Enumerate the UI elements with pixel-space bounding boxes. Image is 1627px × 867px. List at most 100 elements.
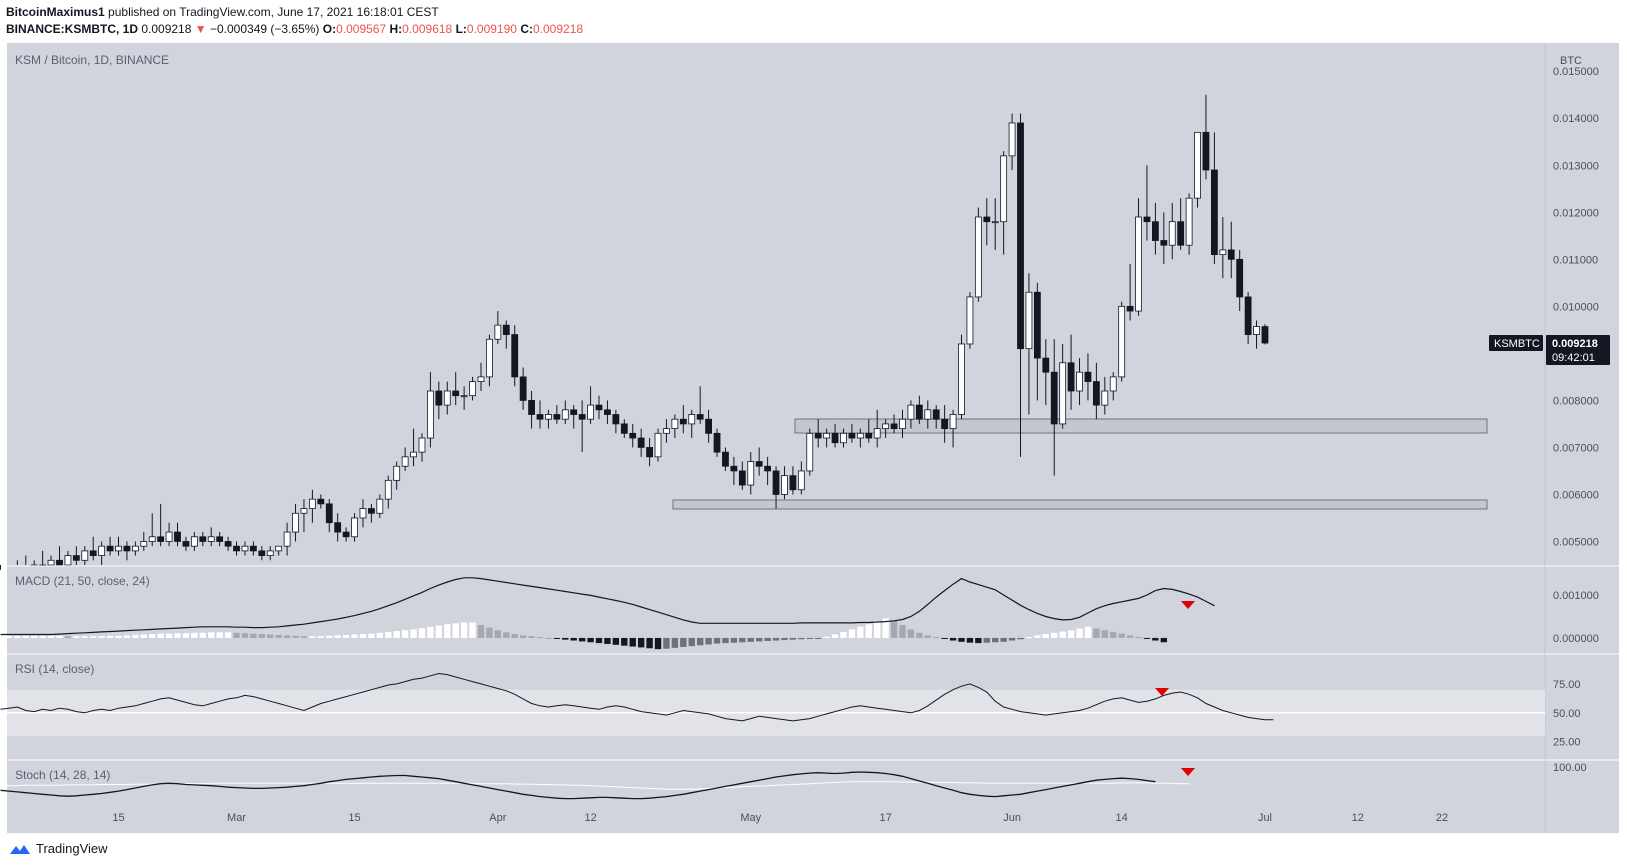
candle[interactable] (663, 419, 670, 443)
candle[interactable] (266, 546, 274, 561)
candle[interactable] (915, 395, 923, 424)
candle[interactable] (1000, 151, 1008, 255)
candle[interactable] (1168, 202, 1176, 260)
candle[interactable] (781, 466, 788, 500)
candle[interactable] (469, 376, 476, 401)
candle[interactable] (325, 499, 333, 533)
author-name[interactable]: BitcoinMaximus1 (6, 5, 105, 19)
candle[interactable] (157, 503, 165, 547)
candle[interactable] (249, 541, 257, 556)
candle[interactable] (1067, 334, 1075, 410)
candle[interactable] (174, 522, 181, 547)
candle[interactable] (1253, 320, 1260, 349)
candle[interactable] (1194, 131, 1201, 208)
candle[interactable] (334, 513, 342, 542)
candle[interactable] (1076, 358, 1083, 406)
candle[interactable] (233, 541, 240, 556)
candle[interactable] (308, 489, 316, 523)
candle[interactable] (418, 433, 426, 462)
candle[interactable] (148, 513, 156, 547)
support-box-lower[interactable] (672, 499, 1488, 510)
candle[interactable] (1118, 301, 1126, 382)
candle[interactable] (545, 409, 552, 429)
candle[interactable] (1211, 132, 1218, 265)
time-axis[interactable]: 15 Mar 15 Apr 12 May 17 Jun 14 Jul 12 22 (112, 812, 1448, 824)
candle[interactable] (831, 423, 839, 448)
candle[interactable] (1092, 362, 1100, 420)
candle[interactable] (207, 527, 215, 547)
candle[interactable] (182, 536, 190, 551)
candle[interactable] (1008, 113, 1016, 170)
support-box-upper[interactable] (794, 418, 1488, 434)
candle[interactable] (460, 386, 468, 410)
candle[interactable] (199, 532, 207, 547)
candle[interactable] (435, 381, 443, 420)
candle[interactable] (283, 522, 291, 556)
candle[interactable] (932, 405, 940, 429)
candle[interactable] (1126, 264, 1134, 321)
candle[interactable] (1219, 217, 1227, 279)
candle[interactable] (367, 503, 375, 523)
footer-brand[interactable]: TradingView (10, 841, 108, 856)
candle[interactable] (1042, 339, 1050, 406)
candle[interactable] (1227, 221, 1235, 279)
candle[interactable] (899, 409, 906, 439)
candle[interactable] (814, 419, 822, 448)
candle[interactable] (477, 362, 485, 391)
candle[interactable] (1135, 198, 1142, 316)
rsi-arrow-icon[interactable] (1155, 688, 1169, 696)
candle[interactable] (991, 198, 999, 250)
candle[interactable] (1143, 165, 1151, 241)
candle[interactable] (123, 541, 131, 561)
candle[interactable] (1101, 376, 1109, 415)
candle[interactable] (696, 386, 704, 424)
candle[interactable] (578, 400, 586, 453)
candle[interactable] (427, 372, 434, 448)
candle[interactable] (823, 428, 831, 448)
candle[interactable] (359, 499, 367, 528)
candle[interactable] (258, 546, 266, 561)
candle[interactable] (519, 367, 527, 410)
candle[interactable] (106, 536, 114, 556)
candle[interactable] (679, 405, 687, 434)
candle[interactable] (713, 428, 721, 457)
candle[interactable] (966, 292, 974, 349)
candle[interactable] (629, 423, 637, 448)
candle[interactable] (351, 513, 358, 542)
candle[interactable] (224, 536, 232, 551)
candle[interactable] (1151, 202, 1159, 255)
candle[interactable] (72, 546, 80, 565)
candle[interactable] (848, 423, 856, 443)
candle[interactable] (98, 541, 106, 565)
candle[interactable] (595, 395, 603, 420)
candle[interactable] (393, 461, 401, 490)
candle[interactable] (604, 400, 611, 424)
candle[interactable] (688, 409, 696, 439)
candle[interactable] (856, 428, 864, 448)
candle[interactable] (671, 414, 679, 439)
candle[interactable] (747, 452, 755, 495)
candle[interactable] (1202, 94, 1210, 180)
candle[interactable] (722, 447, 729, 471)
candle[interactable] (637, 428, 645, 457)
candle[interactable] (797, 461, 805, 495)
candle[interactable] (1261, 324, 1269, 345)
candle[interactable] (64, 550, 72, 566)
candle[interactable] (190, 532, 198, 551)
candle[interactable] (486, 334, 493, 387)
candle[interactable] (882, 419, 890, 439)
macd-arrow-icon[interactable] (1181, 601, 1195, 609)
candle[interactable] (1059, 343, 1067, 429)
candle[interactable] (443, 381, 451, 415)
candle[interactable] (907, 400, 915, 429)
candle[interactable] (1109, 372, 1117, 401)
candle[interactable] (1025, 273, 1033, 415)
candle[interactable] (502, 320, 510, 349)
candle[interactable] (292, 503, 299, 542)
candle[interactable] (140, 532, 148, 551)
candle[interactable] (983, 198, 991, 246)
candle[interactable] (1017, 113, 1024, 457)
candle[interactable] (620, 419, 628, 439)
candle[interactable] (612, 409, 620, 434)
